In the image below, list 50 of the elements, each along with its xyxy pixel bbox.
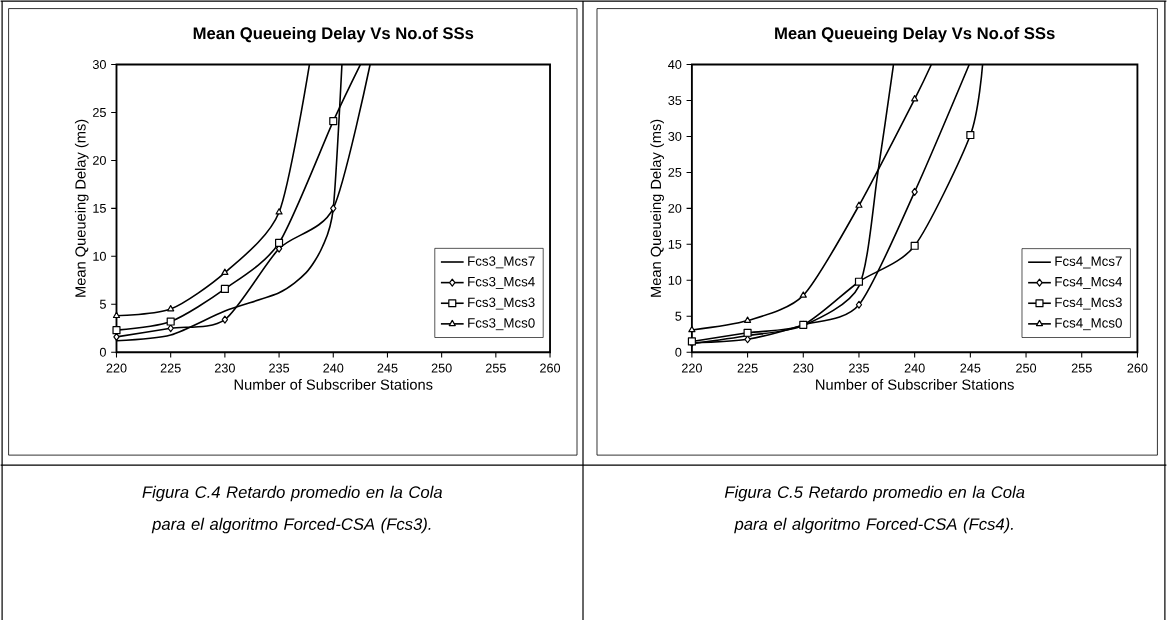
legend-label: Fcs3_Mcs0 [468, 318, 535, 331]
text: Figura C.5 Retardo promedio en la Cola para el algoritmo Forced-CSA (Fcs4). [724, 486, 1025, 534]
y-tick-label: 25 [93, 108, 106, 118]
legend-label: Fcs4_Mcs4 [1055, 277, 1123, 290]
chart-title: Mean Queueing Delay Vs No.of SSs [775, 27, 1055, 43]
y-tick-label: 30 [92, 60, 106, 70]
chart-title: Mean Queueing Delay Vs No.of SSs [193, 27, 474, 43]
x-tick-label: 245 [377, 363, 398, 373]
y-tick-label: 20 [93, 156, 106, 166]
y-tick-label: 15 [93, 204, 106, 214]
x-tick-label: 255 [1071, 363, 1092, 373]
legend-label: Fcs3_Mcs3 [468, 297, 535, 310]
x-axis-title: Number of Subscriber Stations [816, 379, 1014, 391]
x-tick-label: 235 [849, 363, 869, 373]
legend-label: Fcs4_Mcs3 [1055, 297, 1122, 310]
y-tick-label: 10 [93, 252, 106, 262]
x-tick-label: 255 [485, 363, 506, 373]
legend-label: Fcs3_Mcs4 [468, 277, 535, 290]
x-tick-label: 220 [106, 363, 127, 373]
legend-label: Fcs4_Mcs7 [1055, 256, 1122, 269]
y-tick-label: 0 [99, 347, 106, 357]
y-tick-label: 35 [668, 96, 682, 106]
y-axis-title: Mean Queueing Delay (ms) [74, 119, 89, 297]
x-tick-label: 240 [904, 363, 925, 373]
y-axis-title: Mean Queueing Delay (ms) [650, 119, 664, 297]
x-tick-label: 260 [540, 363, 561, 373]
x-tick-label: 220 [681, 363, 702, 373]
y-tick-label: 25 [668, 168, 682, 178]
x-tick-label: 225 [160, 363, 181, 373]
x-tick-label: 260 [1127, 363, 1148, 373]
x-tick-label: 230 [214, 363, 235, 373]
legend-label: Fcs3_Mcs7 [468, 256, 535, 269]
y-tick-label: 15 [668, 240, 682, 249]
x-tick-label: 250 [1016, 363, 1037, 373]
x-tick-label: 245 [960, 363, 981, 373]
y-tick-label: 40 [668, 60, 682, 70]
text: Figura C.4 Retardo promedio en la Cola para el algoritmo Forced-CSA (Fcs3). [142, 486, 443, 534]
y-tick-label: 0 [675, 347, 682, 357]
y-tick-label: 5 [675, 312, 682, 321]
y-tick-label: 20 [668, 204, 682, 214]
x-tick-label: 235 [269, 363, 290, 373]
x-axis-title: Number of Subscriber Stations [234, 379, 433, 391]
y-tick-label: 30 [668, 132, 682, 142]
x-tick-label: 240 [323, 363, 344, 373]
x-tick-label: 225 [737, 363, 758, 373]
x-tick-label: 230 [793, 363, 814, 373]
y-tick-label: 10 [668, 276, 682, 285]
x-tick-label: 250 [431, 363, 452, 373]
y-tick-label: 5 [99, 300, 106, 309]
legend-label: Fcs4_Mcs0 [1055, 318, 1122, 331]
